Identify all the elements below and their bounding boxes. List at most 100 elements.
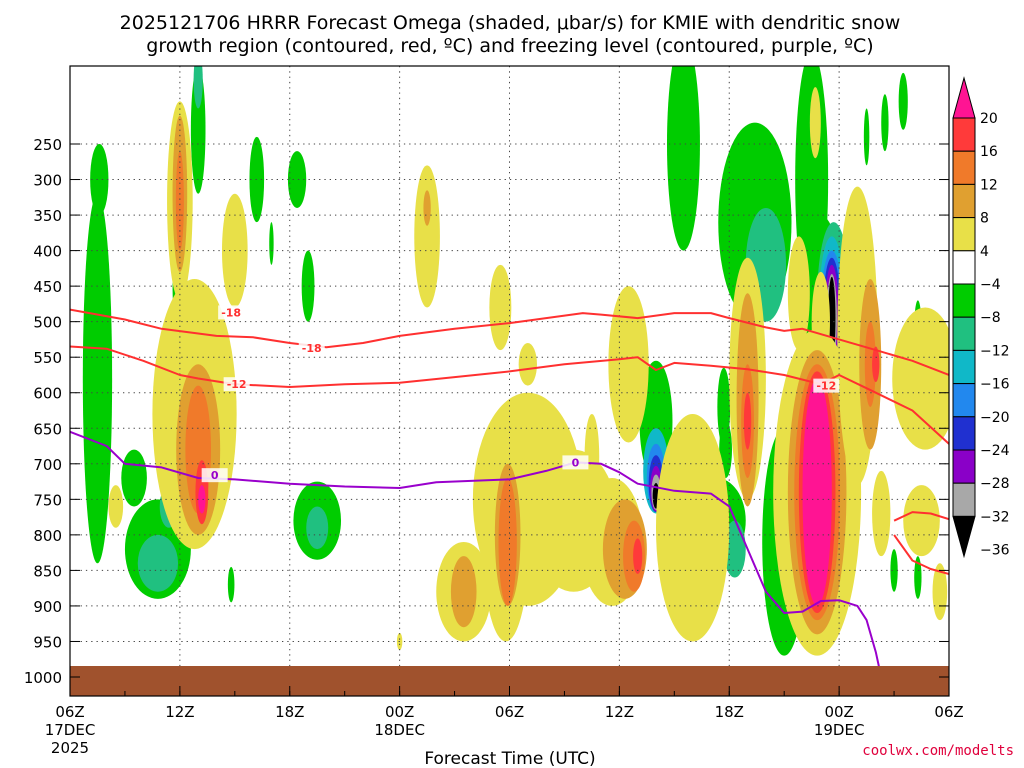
omega-cell <box>872 470 891 557</box>
chart-title-line2: growth region (contoured, red, ºC) and f… <box>146 35 873 57</box>
y-tick-label: 500 <box>33 314 62 332</box>
colorbar-label: −4 <box>980 277 1001 293</box>
omega-cell <box>227 566 235 603</box>
omega-cell <box>787 236 810 351</box>
omega-cell <box>892 307 949 450</box>
contour-label: 0 <box>211 469 219 482</box>
y-tick-label: 250 <box>33 136 62 154</box>
y-tick-label: 400 <box>33 243 62 261</box>
y-tick-label: 650 <box>33 420 62 438</box>
colorbar-swatch <box>952 449 976 484</box>
colorbar-swatch <box>952 349 976 385</box>
contour-line <box>893 511 949 522</box>
colorbar-swatch <box>952 250 976 285</box>
omega-cell <box>864 321 876 407</box>
colorbar-label: −36 <box>980 543 1010 559</box>
omega-cell <box>190 66 206 194</box>
y-tick-label: 900 <box>33 598 62 616</box>
x-tick-label: 00Z <box>385 703 414 721</box>
colorbar: 20 16 12 8 4 −4 −8 −12 −16 −20 −24 −28 −32 −36 <box>952 76 1010 559</box>
credit-link[interactable]: coolwx.com/modelts <box>862 743 1014 759</box>
y-tick-label: 950 <box>33 633 62 651</box>
omega-cell <box>498 478 517 606</box>
x-tick-label: 06Z <box>934 703 963 721</box>
colorbar-swatch <box>952 283 976 318</box>
omega-cell <box>198 485 206 514</box>
y-tick-label: 350 <box>33 207 62 225</box>
colorbar-label: −8 <box>980 310 1001 326</box>
y-tick-label: 800 <box>33 527 62 545</box>
x-tick-label: 06Z <box>55 703 84 721</box>
colorbar-label: 4 <box>980 244 989 260</box>
colorbar-swatch <box>952 117 976 152</box>
omega-cell <box>898 72 908 130</box>
x-axis-label: Forecast Time (UTC) <box>424 749 595 768</box>
omega-cell <box>656 414 730 642</box>
omega-cell <box>450 556 477 628</box>
colorbar-swatch <box>952 217 976 252</box>
contour-label: -12 <box>816 380 836 393</box>
chart-title-line1: 2025121706 HRRR Forecast Omega (shaded, … <box>120 12 901 34</box>
omega-cell <box>518 342 537 386</box>
colorbar-label: −12 <box>980 343 1010 359</box>
colorbar-label: 12 <box>980 177 998 193</box>
plot-area: -18 -18 -12 -12 0 0 <box>70 66 949 696</box>
contour-line <box>893 534 949 575</box>
x-tick-date: 18DEC <box>374 721 425 739</box>
omega-cell <box>193 66 203 109</box>
omega-cell <box>82 193 113 564</box>
omega-cell <box>633 538 643 574</box>
contour-label: -18 <box>302 342 322 355</box>
x-tick-label: 12Z <box>605 703 634 721</box>
colorbar-swatch <box>952 383 976 418</box>
omega-cell <box>809 87 821 159</box>
omega-cell <box>301 250 315 322</box>
omega-cell <box>863 108 870 166</box>
colorbar-top-arrow <box>952 76 976 119</box>
omega-cell <box>584 414 600 500</box>
colorbar-label: 20 <box>980 111 998 127</box>
contour-label-bg <box>218 305 245 320</box>
omega-cell <box>914 556 922 599</box>
colorbar-bottom-arrow <box>952 515 976 559</box>
omega-cell <box>903 485 940 557</box>
y-tick-label: 850 <box>33 562 62 580</box>
colorbar-swatch <box>952 150 976 185</box>
colorbar-label: −32 <box>980 509 1010 525</box>
omega-shading-layer <box>82 66 949 656</box>
y-tick-label: 600 <box>33 385 62 403</box>
contour-label-bg <box>223 377 250 392</box>
colorbar-label: −28 <box>980 476 1010 492</box>
contour-line <box>70 308 949 376</box>
y-tick-label: 700 <box>33 456 62 474</box>
omega-cell <box>666 66 700 251</box>
x-tick-label: 18Z <box>715 703 744 721</box>
omega-cell <box>175 151 184 251</box>
colorbar-label: 8 <box>980 211 989 227</box>
colorbar-swatch <box>952 183 976 219</box>
y-tick-label: 1000 <box>24 669 62 687</box>
contour-label-bg <box>562 455 589 470</box>
omega-cell <box>890 549 898 592</box>
omega-cell <box>802 378 832 606</box>
y-tick-label: 550 <box>33 349 62 367</box>
colorbar-label: 16 <box>980 144 998 160</box>
x-tick-date: 17DEC <box>45 721 96 739</box>
omega-cell <box>743 392 752 450</box>
x-tick-label: 06Z <box>495 703 524 721</box>
x-tick-label: 18Z <box>275 703 304 721</box>
omega-cell <box>872 346 880 383</box>
colorbar-label: −20 <box>980 410 1010 426</box>
colorbar-label: −16 <box>980 377 1010 393</box>
omega-cell <box>489 264 512 351</box>
omega-cell <box>90 144 109 216</box>
y-tick-label: 450 <box>33 278 62 296</box>
omega-cell <box>108 485 124 528</box>
contour-label: -18 <box>221 306 241 319</box>
contour-label-bg <box>298 340 325 355</box>
contour-label-bg <box>201 468 228 483</box>
omega-cell <box>723 520 746 578</box>
omega-cell <box>881 94 889 152</box>
